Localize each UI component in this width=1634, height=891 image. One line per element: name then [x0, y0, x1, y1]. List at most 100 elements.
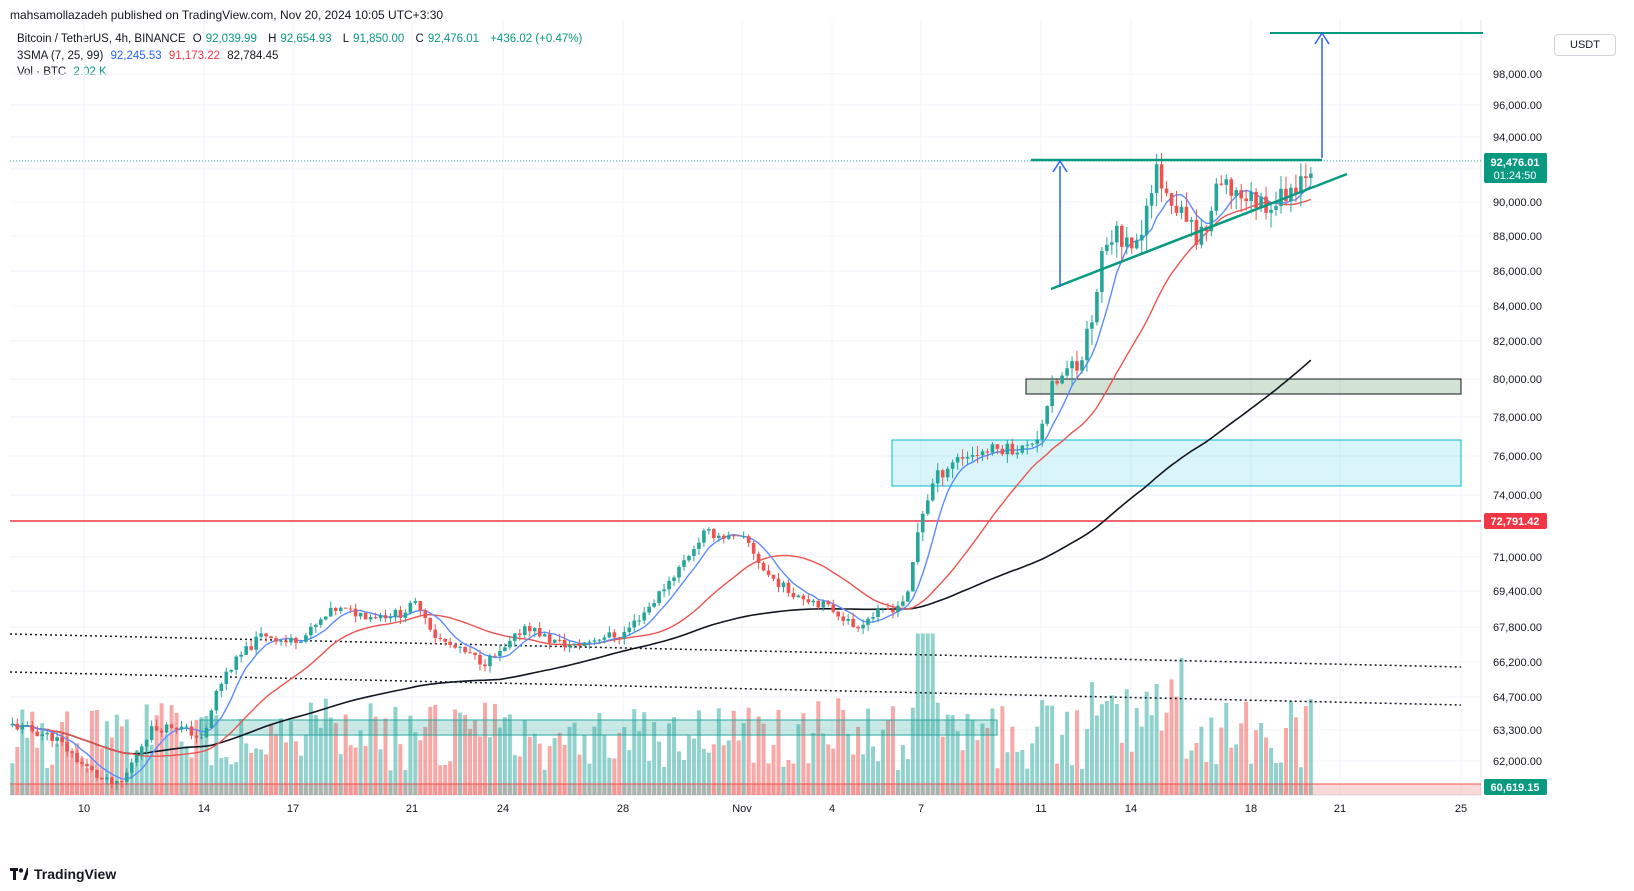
candle-body: [1159, 164, 1164, 189]
y-tick-label: 66,200.00: [1493, 657, 1542, 669]
candle-body: [930, 483, 935, 501]
y-tick-label: 86,000.00: [1493, 266, 1542, 278]
volume-bar: [1254, 730, 1259, 795]
candle-body: [1000, 448, 1005, 455]
candle-body: [866, 618, 870, 625]
volume-bar: [562, 744, 567, 795]
volume-bar: [413, 732, 418, 795]
volume-bar: [1179, 657, 1184, 795]
volume-bar: [84, 768, 89, 795]
candle-body: [518, 633, 522, 635]
candle-body: [418, 601, 423, 611]
volume-bar: [1229, 747, 1234, 795]
candle-body: [214, 690, 219, 711]
candle-body: [1254, 191, 1258, 209]
volume-bar: [592, 726, 597, 795]
y-tick-label: 80,000.00: [1493, 374, 1542, 386]
candle-body: [463, 646, 467, 653]
candle-body: [314, 624, 318, 627]
volume-bar: [1194, 742, 1199, 795]
x-tick-label: 21: [1334, 803, 1346, 815]
open-value: 92,039.99: [205, 33, 257, 45]
volume-bar: [239, 718, 244, 795]
candle-body: [408, 602, 413, 613]
volume-bar: [1114, 703, 1119, 795]
candle-body: [70, 751, 74, 753]
volume-bar: [751, 762, 756, 795]
volume-bar: [313, 715, 318, 795]
volume-bar: [1005, 752, 1010, 795]
volume-bar: [686, 735, 691, 795]
candle-body: [373, 617, 378, 619]
candle-body: [299, 641, 303, 643]
candle-body: [702, 530, 706, 543]
candle-body: [45, 732, 49, 735]
candle-body: [1105, 244, 1109, 252]
volume-bar: [716, 708, 721, 795]
candle-body: [886, 607, 890, 610]
volume-bar: [975, 740, 980, 795]
candle-body: [821, 601, 826, 608]
volume-bar: [1045, 705, 1050, 795]
candle-body: [841, 616, 845, 621]
x-tick-label: 18: [1245, 803, 1257, 815]
currency-button[interactable]: USDT: [1554, 34, 1616, 56]
candle-body: [1085, 328, 1089, 361]
candle-body: [935, 470, 940, 484]
volume-bar: [358, 730, 363, 795]
volume-bar: [80, 757, 85, 795]
volume-bar: [298, 755, 303, 795]
volume-bar: [1249, 763, 1254, 795]
volume-bar: [1164, 712, 1169, 795]
last-price-label: [1484, 153, 1547, 183]
volume-bar: [587, 763, 592, 795]
volume-bar: [109, 737, 114, 795]
candle-body: [537, 628, 542, 637]
volume-bar: [801, 713, 806, 795]
candle-body: [856, 626, 860, 629]
sma-legend[interactable]: 3SMA (7, 25, 99) 92,245.53 91,173.22 82,…: [17, 50, 282, 62]
volume-bar: [348, 745, 353, 795]
candle-body: [657, 591, 661, 604]
candle-body: [75, 752, 79, 763]
volume-bar: [1189, 750, 1194, 795]
volume-bar: [1070, 765, 1075, 795]
volume-bar: [1025, 768, 1030, 795]
symbol-name[interactable]: Bitcoin / TetherUS, 4h, BINANCE: [17, 33, 186, 45]
volume-bar: [537, 743, 542, 795]
low-value: 91,850.00: [353, 33, 405, 45]
candle-body: [806, 599, 811, 603]
candle-body: [975, 455, 980, 457]
volume-bar: [99, 748, 104, 795]
candle-body: [771, 574, 776, 579]
volume-bar: [45, 768, 50, 795]
bottom-price-label: [1484, 779, 1547, 795]
tradingview-footer[interactable]: TradingView: [10, 866, 116, 882]
candle-body: [617, 637, 622, 639]
volume-bar: [1209, 717, 1214, 795]
volume-bar: [935, 702, 940, 795]
candle-body: [1010, 443, 1015, 455]
volume-bar: [761, 723, 766, 795]
volume-bar: [40, 723, 45, 795]
volume-legend[interactable]: Vol · BTC 2.02 K: [17, 66, 111, 78]
candle-body: [901, 601, 905, 606]
candle-body: [358, 612, 363, 617]
volume-bar: [1020, 750, 1025, 795]
candle-body: [1040, 423, 1044, 440]
candle-body: [980, 451, 985, 456]
candle-body: [896, 605, 900, 613]
volume-bar: [174, 712, 179, 795]
candle-body: [1080, 360, 1084, 371]
candle-body: [1050, 380, 1054, 407]
candle-body: [279, 640, 283, 642]
candle-body: [1119, 225, 1124, 247]
volume-bar: [463, 715, 468, 795]
volume-bar: [866, 708, 871, 795]
candle-body: [1035, 439, 1040, 444]
volume-bar: [473, 719, 478, 795]
candle-body: [1199, 226, 1204, 245]
volume-bar: [234, 762, 239, 795]
volume-bar: [746, 707, 751, 795]
